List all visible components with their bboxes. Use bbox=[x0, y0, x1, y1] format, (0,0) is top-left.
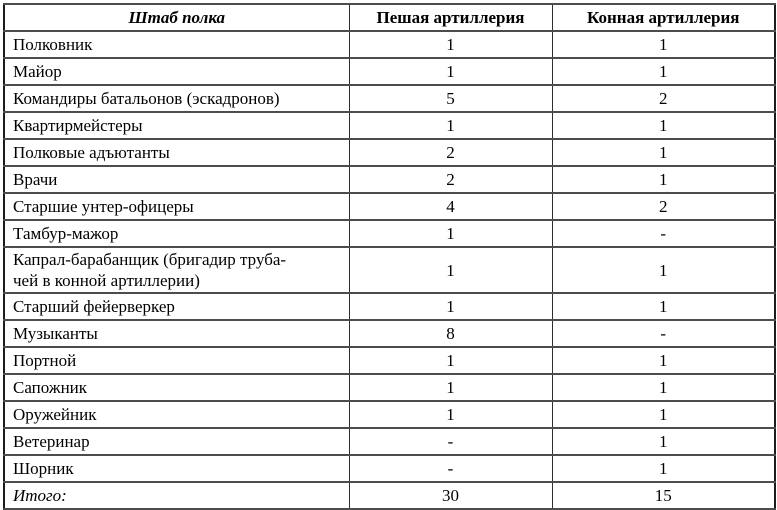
table-row: Шорник - 1 bbox=[3, 454, 776, 483]
horse-artillery-cell: - bbox=[551, 319, 776, 348]
table-row: Полковые адъютанты 2 1 bbox=[3, 138, 776, 167]
foot-artillery-cell: 1 bbox=[348, 246, 553, 294]
table-row: Капрал-барабанщик (бригадир труба- чей в… bbox=[3, 246, 776, 294]
rank-cell: Сапожник bbox=[3, 373, 350, 402]
horse-artillery-cell: 1 bbox=[551, 427, 776, 456]
horse-artillery-cell: 1 bbox=[551, 292, 776, 321]
horse-artillery-cell: 1 bbox=[551, 346, 776, 375]
foot-artillery-cell: 2 bbox=[348, 165, 553, 194]
total-label-cell: Итого: bbox=[3, 481, 350, 510]
rank-cell: Ветеринар bbox=[3, 427, 350, 456]
foot-artillery-cell: 1 bbox=[348, 111, 553, 140]
column-header-staff: Штаб полка bbox=[3, 3, 350, 32]
horse-artillery-cell: 1 bbox=[551, 400, 776, 429]
horse-artillery-cell: 2 bbox=[551, 84, 776, 113]
foot-artillery-cell: 1 bbox=[348, 373, 553, 402]
table-row: Квартирмейстеры 1 1 bbox=[3, 111, 776, 140]
table-row: Ветеринар - 1 bbox=[3, 427, 776, 456]
rank-cell-line2: чей в конной артиллерии) bbox=[13, 271, 200, 290]
column-header-foot-artillery: Пешая артиллерия bbox=[348, 3, 553, 32]
horse-artillery-cell: 1 bbox=[551, 165, 776, 194]
rank-cell: Шорник bbox=[3, 454, 350, 483]
rank-cell: Врачи bbox=[3, 165, 350, 194]
foot-artillery-cell: 4 bbox=[348, 192, 553, 221]
foot-artillery-cell: - bbox=[348, 427, 553, 456]
total-foot-artillery-cell: 30 bbox=[348, 481, 553, 510]
rank-cell: Старшие унтер-офицеры bbox=[3, 192, 350, 221]
horse-artillery-cell: 1 bbox=[551, 30, 776, 59]
header-row: Штаб полка Пешая артиллерия Конная артил… bbox=[3, 3, 776, 32]
rank-cell: Тамбур-мажор bbox=[3, 219, 350, 248]
rank-cell: Старший фейерверкер bbox=[3, 292, 350, 321]
rank-cell: Капрал-барабанщик (бригадир труба- чей в… bbox=[3, 246, 350, 294]
rank-cell: Портной bbox=[3, 346, 350, 375]
foot-artillery-cell: 8 bbox=[348, 319, 553, 348]
table-row: Сапожник 1 1 bbox=[3, 373, 776, 402]
rank-cell: Командиры батальонов (эскадронов) bbox=[3, 84, 350, 113]
table-row: Командиры батальонов (эскадронов) 5 2 bbox=[3, 84, 776, 113]
table-row: Врачи 2 1 bbox=[3, 165, 776, 194]
table-row: Старший фейерверкер 1 1 bbox=[3, 292, 776, 321]
foot-artillery-cell: 1 bbox=[348, 346, 553, 375]
staff-table: Штаб полка Пешая артиллерия Конная артил… bbox=[3, 3, 776, 510]
horse-artillery-cell: 2 bbox=[551, 192, 776, 221]
horse-artillery-cell: - bbox=[551, 219, 776, 248]
horse-artillery-cell: 1 bbox=[551, 111, 776, 140]
table-row: Оружейник 1 1 bbox=[3, 400, 776, 429]
foot-artillery-cell: 5 bbox=[348, 84, 553, 113]
foot-artillery-cell: 2 bbox=[348, 138, 553, 167]
rank-cell: Музыканты bbox=[3, 319, 350, 348]
total-row: Итого: 30 15 bbox=[3, 481, 776, 510]
rank-cell: Квартирмейстеры bbox=[3, 111, 350, 140]
horse-artillery-cell: 1 bbox=[551, 57, 776, 86]
horse-artillery-cell: 1 bbox=[551, 246, 776, 294]
foot-artillery-cell: 1 bbox=[348, 292, 553, 321]
foot-artillery-cell: 1 bbox=[348, 219, 553, 248]
column-header-horse-artillery: Конная артиллерия bbox=[551, 3, 776, 32]
table-row: Музыканты 8 - bbox=[3, 319, 776, 348]
horse-artillery-cell: 1 bbox=[551, 454, 776, 483]
horse-artillery-cell: 1 bbox=[551, 138, 776, 167]
total-horse-artillery-cell: 15 bbox=[551, 481, 776, 510]
table-row: Тамбур-мажор 1 - bbox=[3, 219, 776, 248]
rank-cell-line1: Капрал-барабанщик (бригадир труба- bbox=[13, 250, 287, 269]
table-row: Портной 1 1 bbox=[3, 346, 776, 375]
foot-artillery-cell: 1 bbox=[348, 400, 553, 429]
foot-artillery-cell: - bbox=[348, 454, 553, 483]
foot-artillery-cell: 1 bbox=[348, 57, 553, 86]
rank-cell: Майор bbox=[3, 57, 350, 86]
rank-cell: Полковник bbox=[3, 30, 350, 59]
rank-cell: Полковые адъютанты bbox=[3, 138, 350, 167]
horse-artillery-cell: 1 bbox=[551, 373, 776, 402]
rank-cell: Оружейник bbox=[3, 400, 350, 429]
table-row: Старшие унтер-офицеры 4 2 bbox=[3, 192, 776, 221]
table-row: Майор 1 1 bbox=[3, 57, 776, 86]
table-row: Полковник 1 1 bbox=[3, 30, 776, 59]
foot-artillery-cell: 1 bbox=[348, 30, 553, 59]
